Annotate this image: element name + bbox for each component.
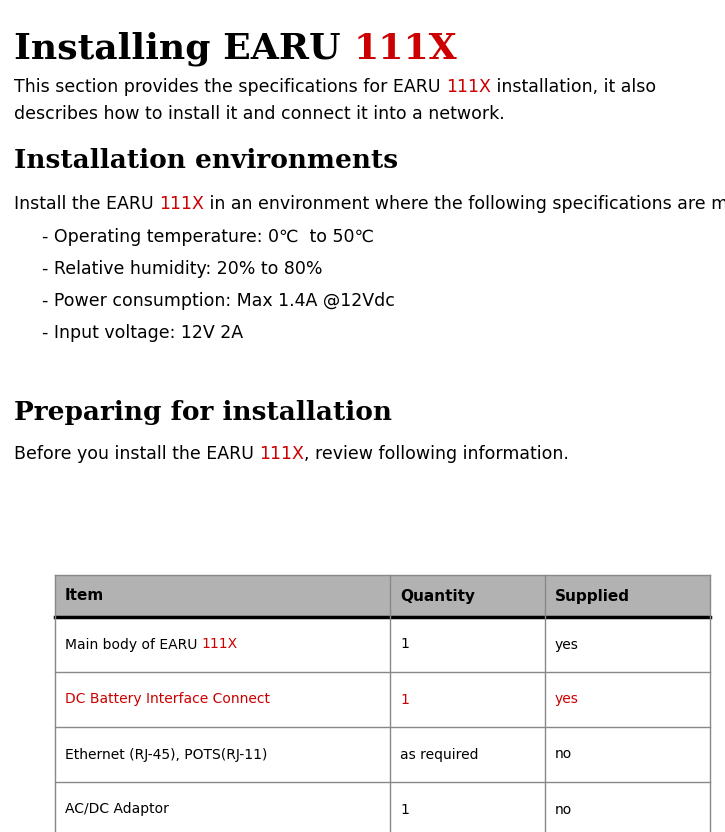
Text: yes: yes (555, 637, 579, 651)
Text: no: no (555, 803, 572, 816)
Text: 111X: 111X (446, 78, 491, 96)
Text: Item: Item (65, 588, 104, 603)
Text: - Power consumption: Max 1.4A @12Vdc: - Power consumption: Max 1.4A @12Vdc (42, 292, 395, 310)
Bar (55, 617, 710, 672)
Text: describes how to install it and connect it into a network.: describes how to install it and connect … (14, 105, 505, 123)
Text: - Relative humidity: 20% to 80%: - Relative humidity: 20% to 80% (42, 260, 323, 278)
Text: 1: 1 (400, 637, 409, 651)
Text: - Input voltage: 12V 2A: - Input voltage: 12V 2A (42, 324, 243, 342)
Text: 111X: 111X (353, 32, 457, 66)
Text: Preparing for installation: Preparing for installation (14, 400, 392, 425)
Text: - Operating temperature: 0℃  to 50℃: - Operating temperature: 0℃ to 50℃ (42, 228, 374, 246)
Text: in an environment where the following specifications are met.: in an environment where the following sp… (204, 195, 725, 213)
Text: Installing EARU: Installing EARU (14, 32, 353, 67)
Text: Installation environments: Installation environments (14, 148, 398, 173)
Bar (55, 575, 710, 617)
Text: 111X: 111X (159, 195, 204, 213)
Text: , review following information.: , review following information. (304, 445, 569, 463)
Text: Install the EARU: Install the EARU (14, 195, 159, 213)
Text: This section provides the specifications for EARU: This section provides the specifications… (14, 78, 446, 96)
Text: DC Battery Interface Connect: DC Battery Interface Connect (65, 692, 270, 706)
Bar (55, 672, 710, 727)
Bar (55, 727, 710, 782)
Text: installation, it also: installation, it also (491, 78, 656, 96)
Text: as required: as required (400, 747, 478, 761)
Text: 111X: 111X (260, 445, 304, 463)
Text: 1: 1 (400, 803, 409, 816)
Text: 111X: 111X (202, 637, 238, 651)
Text: Before you install the EARU: Before you install the EARU (14, 445, 260, 463)
Text: 1: 1 (400, 692, 409, 706)
Text: Supplied: Supplied (555, 588, 630, 603)
Text: Quantity: Quantity (400, 588, 475, 603)
Text: Ethernet (RJ-45), POTS(RJ-11): Ethernet (RJ-45), POTS(RJ-11) (65, 747, 268, 761)
Text: yes: yes (555, 692, 579, 706)
Text: no: no (555, 747, 572, 761)
Text: AC/DC Adaptor: AC/DC Adaptor (65, 803, 169, 816)
Text: Main body of EARU: Main body of EARU (65, 637, 202, 651)
Bar (55, 782, 710, 832)
